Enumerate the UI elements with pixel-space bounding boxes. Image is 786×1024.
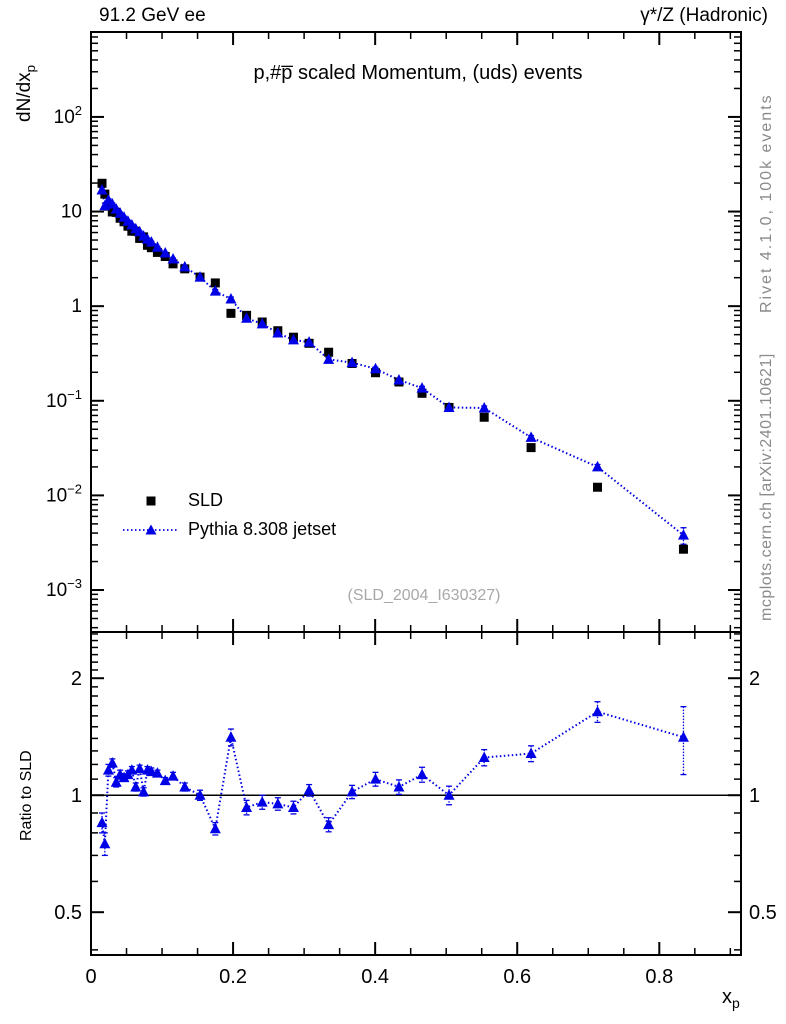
mcplots-reference-side-text: mcplots.cern.ch [arXiv:2401.10621]: [758, 353, 775, 621]
svg-text:10−1: 10−1: [46, 387, 82, 412]
y-axis-title-main-subscript: p: [22, 64, 38, 73]
legend-item-data: SLD: [122, 486, 336, 515]
svg-text:0.2: 0.2: [219, 966, 247, 988]
svg-text:10−2: 10−2: [46, 481, 82, 506]
svg-text:0.5: 0.5: [54, 902, 82, 924]
legend: SLD Pythia 8.308 jetset: [122, 486, 336, 544]
svg-text:0.8: 0.8: [645, 966, 673, 988]
svg-text:0.4: 0.4: [361, 966, 389, 988]
svg-text:10: 10: [61, 202, 82, 223]
legend-label-mc: Pythia 8.308 jetset: [188, 519, 337, 539]
y-axis-title-main: dN/dxp: [14, 65, 38, 122]
legend-label-data: SLD: [188, 490, 224, 510]
x-axis-title-text: x: [722, 986, 732, 1008]
y-axis-title-main-text: dN/dx: [14, 72, 35, 122]
svg-text:0.5: 0.5: [749, 902, 777, 924]
plot-title: p,#p̅ scaled Momentum, (uds) events: [253, 62, 583, 84]
x-axis-title-subscript: p: [732, 995, 740, 1011]
svg-text:1: 1: [749, 785, 760, 807]
process-label: γ*/Z (Hadronic): [640, 5, 768, 26]
svg-text:1: 1: [71, 785, 82, 807]
legend-item-mc: Pythia 8.308 jetset: [122, 515, 336, 544]
rivet-version-side-text: Rivet 4.1.0, 100k events: [758, 93, 775, 313]
x-axis-title: xp: [722, 986, 740, 1011]
svg-text:1: 1: [71, 296, 82, 317]
y-axis-title-ratio: Ratio to SLD: [18, 750, 35, 841]
black-square-marker-icon: [146, 496, 156, 505]
svg-text:2: 2: [71, 668, 82, 690]
svg-text:10−3: 10−3: [46, 576, 82, 601]
svg-text:0: 0: [85, 966, 96, 988]
beam-energy-label: 91.2 GeV ee: [99, 5, 206, 26]
svg-text:102: 102: [54, 103, 82, 128]
blue-triangle-dotted-line-marker-icon: [123, 524, 179, 534]
analysis-id-watermark: (SLD_2004_I630327): [347, 587, 501, 604]
svg-text:2: 2: [749, 668, 760, 690]
svg-text:0.6: 0.6: [503, 966, 531, 988]
